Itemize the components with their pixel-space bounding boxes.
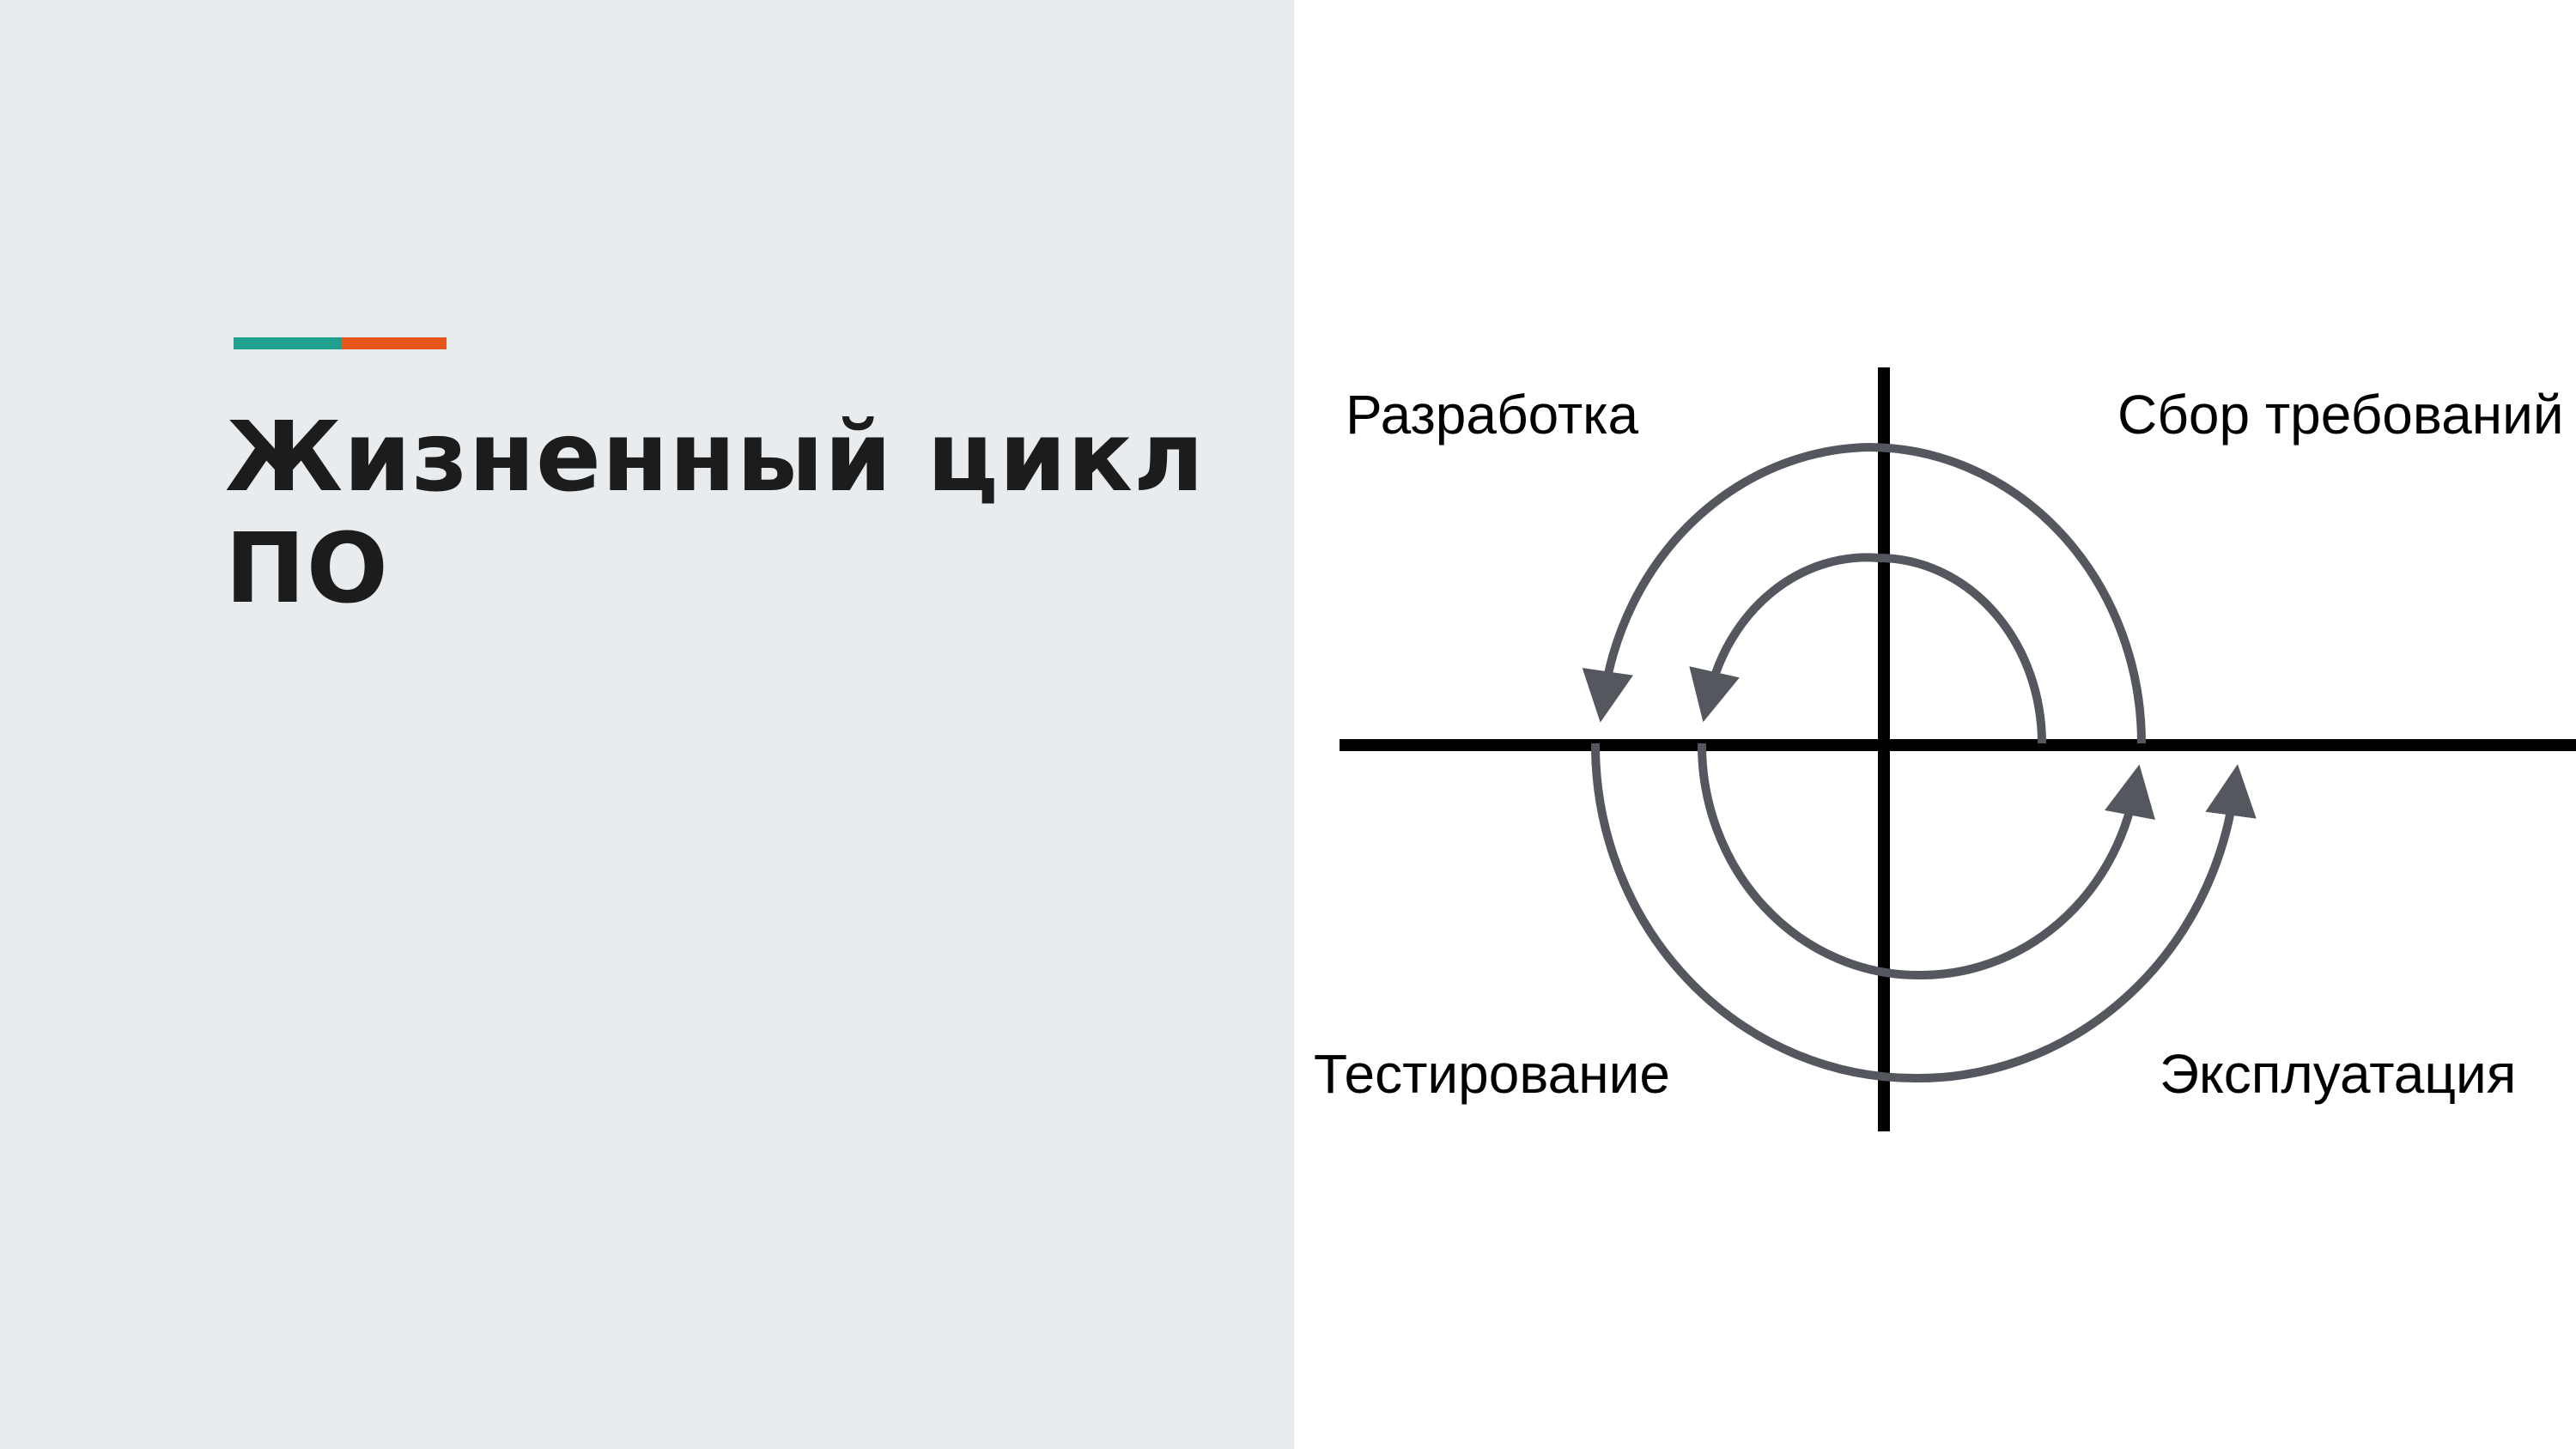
- label-bottom-left: Тестирование: [1314, 1043, 1670, 1105]
- label-bottom-right: Эксплуатация: [2160, 1043, 2516, 1105]
- accent-bar-teal: [234, 337, 342, 349]
- accent-bar-orange: [342, 337, 447, 349]
- label-top-left: Разработка: [1346, 384, 1639, 446]
- spiral-arc-outer-bottom: [1590, 743, 2257, 1083]
- spiral-arc-outer-top: [1582, 442, 2146, 744]
- slide-title: Жизненный цикл ПО: [225, 402, 1206, 625]
- spiral-arc-inner-bottom: [1697, 743, 2155, 980]
- left-panel: [0, 0, 1294, 1449]
- spiral-arc-inner-top: [1689, 553, 2046, 744]
- label-top-right: Сбор требований: [2117, 384, 2564, 446]
